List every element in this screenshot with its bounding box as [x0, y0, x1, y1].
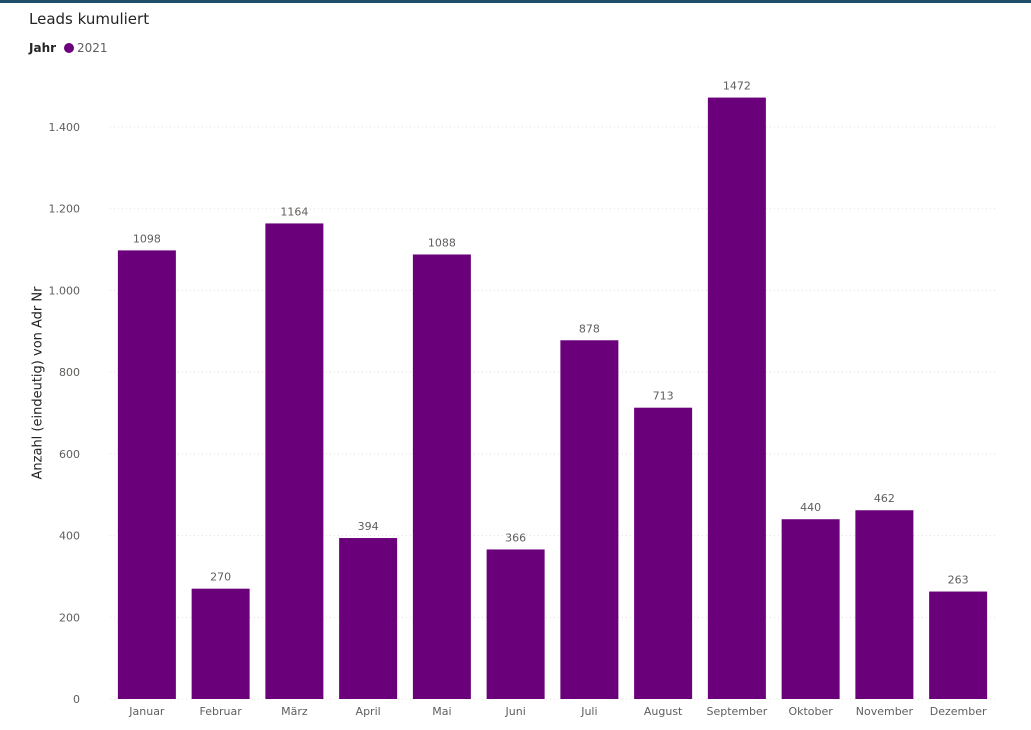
legend-title: Jahr — [29, 41, 57, 55]
data-label-märz: 1164 — [280, 205, 308, 218]
data-label-dezember: 263 — [948, 574, 969, 587]
bar-august — [634, 407, 693, 699]
y-tick-label-0: 0 — [73, 693, 80, 706]
legend-label-2021: 2021 — [77, 41, 108, 55]
data-label-januar: 1098 — [133, 232, 161, 245]
y-tick-label-800: 800 — [59, 366, 80, 379]
y-tick-label-400: 400 — [59, 530, 80, 543]
legend: Jahr 2021 — [29, 41, 108, 55]
legend-swatch-2021 — [64, 43, 75, 53]
y-tick-label-1200: 1.200 — [49, 203, 81, 216]
y-tick-label-200: 200 — [59, 611, 80, 624]
x-tick-label-dezember: Dezember — [930, 705, 987, 718]
bar-juni — [486, 549, 545, 699]
bar-märz — [265, 223, 324, 699]
top-border — [0, 0, 1031, 3]
bar-juli — [560, 340, 619, 699]
y-tick-label-1400: 1.400 — [49, 121, 81, 134]
data-label-mai: 1088 — [428, 236, 456, 249]
x-tick-label-april: April — [356, 705, 381, 718]
data-label-august: 713 — [653, 390, 674, 403]
x-tick-label-oktober: Oktober — [788, 705, 833, 718]
x-tick-label-mai: Mai — [432, 705, 451, 718]
x-tick-label-januar: Januar — [128, 705, 165, 718]
x-tick-label-september: September — [706, 705, 767, 718]
bar-januar — [117, 250, 176, 700]
data-label-februar: 270 — [210, 571, 231, 584]
bar-dezember — [929, 591, 988, 699]
data-label-juli: 878 — [579, 322, 600, 335]
data-label-november: 462 — [874, 492, 895, 505]
x-tick-label-november: November — [856, 705, 914, 718]
x-tick-label-juli: Juli — [580, 705, 597, 718]
y-tick-label-1000: 1.000 — [49, 284, 81, 297]
bar-april — [339, 538, 398, 699]
x-tick-label-februar: Februar — [200, 705, 243, 718]
x-tick-label-august: August — [644, 705, 683, 718]
bar-oktober — [781, 519, 840, 699]
data-label-april: 394 — [358, 520, 379, 533]
bar-november — [855, 510, 914, 699]
x-tick-label-juni: Juni — [505, 705, 526, 718]
data-label-oktober: 440 — [800, 501, 821, 514]
bar-februar — [191, 588, 250, 699]
bar-mai — [412, 254, 471, 699]
chart-title: Leads kumuliert — [29, 10, 150, 28]
y-tick-label-600: 600 — [59, 448, 80, 461]
x-tick-label-märz: März — [281, 705, 308, 718]
bar-september — [707, 97, 766, 699]
data-label-september: 1472 — [723, 80, 751, 93]
data-label-juni: 366 — [505, 531, 526, 544]
